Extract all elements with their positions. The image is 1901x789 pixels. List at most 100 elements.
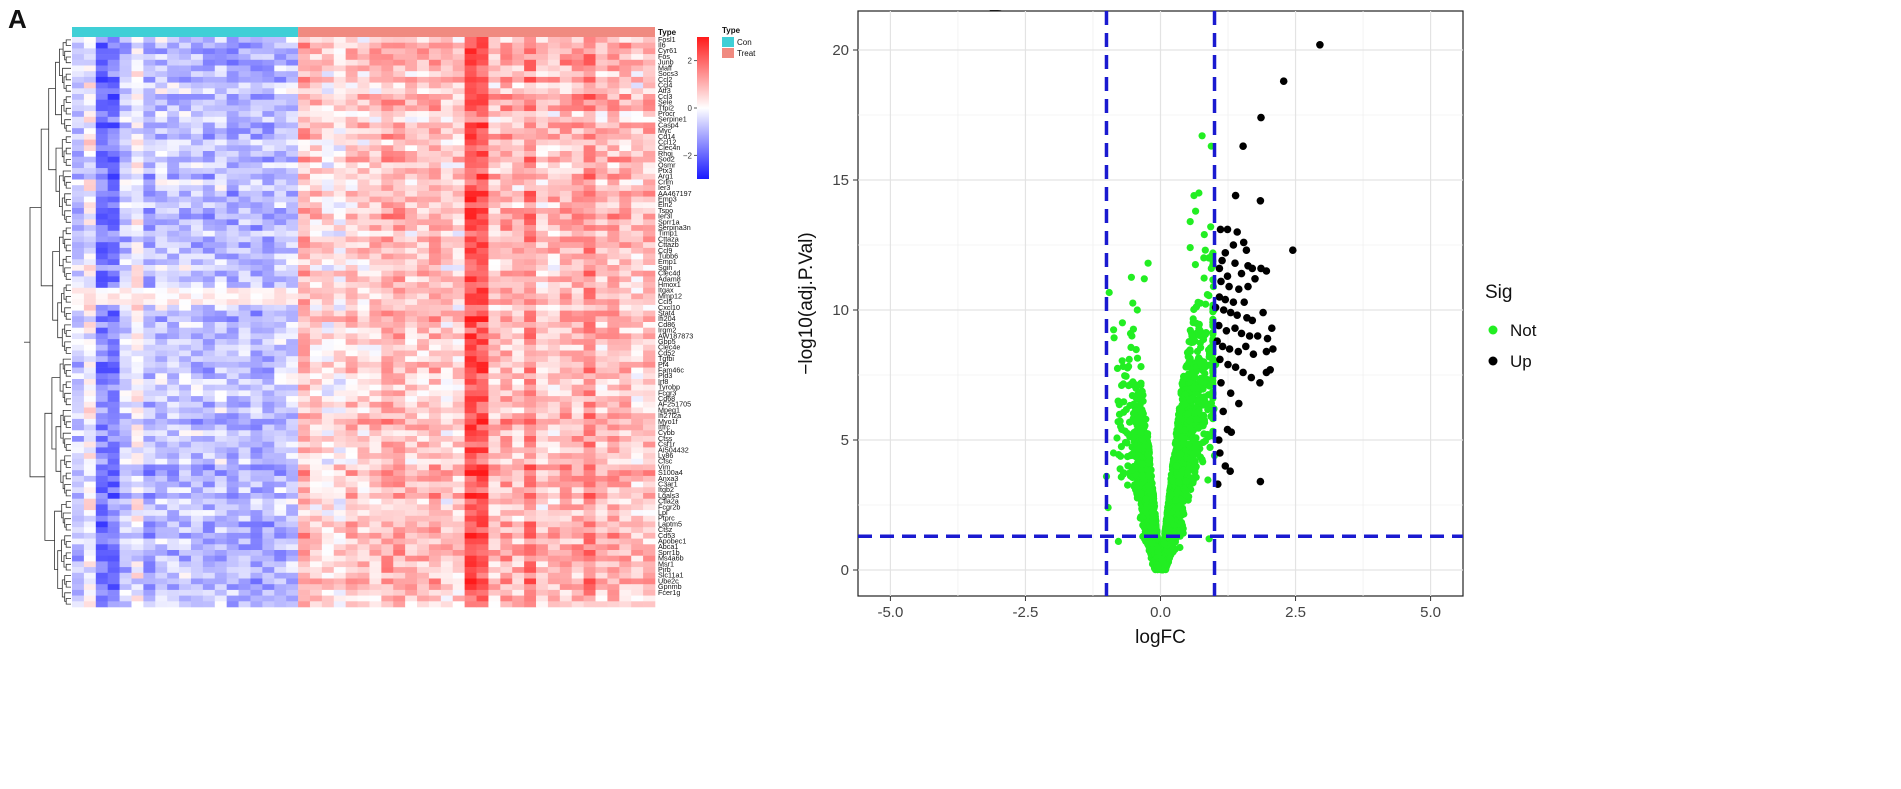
heatmap-cell bbox=[571, 344, 584, 351]
heatmap-cell bbox=[309, 424, 323, 431]
heatmap-cell bbox=[238, 247, 251, 254]
heatmap-cell bbox=[72, 196, 85, 203]
heatmap-cell bbox=[524, 436, 537, 442]
heatmap-cell bbox=[72, 270, 85, 277]
heatmap-cell bbox=[595, 185, 608, 192]
heatmap-cell bbox=[595, 327, 608, 334]
heatmap-cell bbox=[583, 447, 596, 454]
heatmap-cell bbox=[202, 584, 216, 591]
heatmap-cell bbox=[428, 584, 442, 591]
heatmap-cell bbox=[179, 253, 192, 260]
heatmap-cell bbox=[226, 196, 239, 203]
heatmap-cell bbox=[440, 282, 454, 289]
heatmap-cell bbox=[238, 213, 251, 220]
heatmap-cell bbox=[500, 510, 513, 517]
heatmap-cell bbox=[131, 453, 144, 460]
heatmap-cell bbox=[226, 567, 239, 574]
heatmap-cell bbox=[595, 173, 608, 180]
heatmap-cell bbox=[333, 122, 346, 129]
heatmap-cell bbox=[536, 515, 549, 522]
heatmap-cell bbox=[512, 470, 525, 477]
heatmap-cell bbox=[524, 208, 537, 214]
heatmap-cell bbox=[333, 578, 346, 585]
heatmap-cell bbox=[607, 145, 620, 152]
heatmap-cell bbox=[547, 168, 561, 175]
heatmap-cell bbox=[369, 145, 382, 152]
heatmap-cell bbox=[607, 390, 620, 397]
heatmap-cell bbox=[547, 82, 561, 89]
heatmap-cell bbox=[214, 379, 227, 385]
heatmap-cell bbox=[107, 196, 120, 203]
heatmap-cell bbox=[500, 327, 513, 334]
row-label: Cd68 bbox=[658, 394, 675, 403]
heatmap-cell bbox=[559, 139, 573, 146]
heatmap-cell bbox=[619, 173, 632, 180]
heatmap-cell bbox=[369, 173, 382, 180]
heatmap-cell bbox=[405, 333, 418, 340]
heatmap-cell bbox=[83, 310, 97, 317]
heatmap-cell bbox=[274, 595, 287, 602]
heatmap-cell bbox=[202, 65, 216, 72]
heatmap-cell bbox=[369, 236, 382, 243]
heatmap-cell bbox=[428, 116, 442, 123]
heatmap-cell bbox=[155, 390, 168, 397]
heatmap-cell bbox=[452, 99, 465, 106]
heatmap-cell bbox=[321, 225, 335, 232]
row-label: Pld3 bbox=[658, 371, 672, 380]
heatmap-cell bbox=[83, 447, 97, 454]
heatmap-cell bbox=[238, 350, 251, 357]
heatmap-cell bbox=[381, 236, 394, 243]
heatmap-cell bbox=[619, 401, 632, 408]
heatmap-cell bbox=[107, 282, 120, 289]
heatmap-cell bbox=[583, 37, 596, 43]
heatmap-cell bbox=[226, 265, 239, 271]
heatmap-cell bbox=[583, 151, 596, 157]
heatmap-cell bbox=[357, 436, 370, 442]
heatmap-cell bbox=[440, 259, 454, 266]
heatmap-cell bbox=[345, 521, 358, 528]
heatmap-cell bbox=[309, 304, 323, 311]
heatmap-cell bbox=[321, 151, 335, 157]
heatmap-cell bbox=[298, 168, 311, 175]
heatmap-cell bbox=[512, 190, 525, 197]
heatmap-cell bbox=[559, 441, 573, 448]
heatmap-cell bbox=[381, 276, 394, 283]
heatmap-cell bbox=[250, 151, 263, 157]
heatmap-cell bbox=[393, 447, 406, 454]
heatmap-cell bbox=[238, 145, 251, 152]
heatmap-cell bbox=[119, 247, 132, 254]
heatmap-cell bbox=[488, 567, 501, 574]
heatmap-cell bbox=[262, 156, 275, 163]
heatmap-cell bbox=[262, 54, 275, 61]
heatmap-cell bbox=[440, 396, 454, 403]
heatmap-cell bbox=[631, 282, 644, 289]
heatmap-cell bbox=[83, 293, 97, 300]
row-label: Eln2 bbox=[658, 200, 672, 209]
heatmap-cell bbox=[381, 242, 394, 249]
heatmap-cell bbox=[643, 105, 656, 112]
heatmap-cell bbox=[333, 550, 346, 556]
heatmap-cell bbox=[72, 532, 85, 539]
heatmap-cell bbox=[643, 270, 656, 277]
heatmap-cell bbox=[226, 71, 239, 78]
heatmap-cell bbox=[476, 487, 489, 494]
heatmap-cell bbox=[559, 99, 573, 106]
heatmap-cell bbox=[179, 589, 192, 596]
heatmap-cell bbox=[321, 322, 335, 328]
heatmap-cell bbox=[488, 475, 501, 482]
heatmap-cell bbox=[333, 282, 346, 289]
heatmap-cell bbox=[476, 151, 489, 157]
heatmap-cell bbox=[393, 230, 406, 237]
heatmap-cell bbox=[476, 202, 489, 209]
heatmap-cell bbox=[583, 276, 596, 283]
heatmap-cell bbox=[631, 521, 644, 528]
heatmap-cell bbox=[583, 527, 596, 534]
heatmap-cell bbox=[286, 111, 299, 118]
heatmap-cell bbox=[107, 76, 120, 83]
heatmap-cell bbox=[559, 379, 573, 385]
heatmap-cell bbox=[631, 339, 644, 346]
heatmap-cell bbox=[155, 595, 168, 602]
heatmap-cell bbox=[405, 504, 418, 511]
heatmap-cell bbox=[631, 504, 644, 511]
heatmap-cell bbox=[286, 236, 299, 243]
